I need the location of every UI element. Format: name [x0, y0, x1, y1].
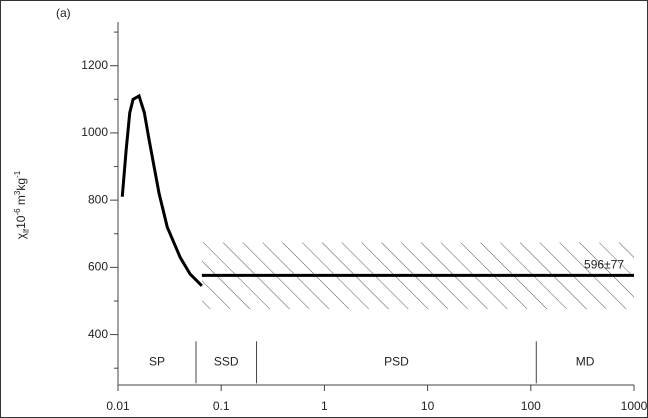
y-axis-label-part: m	[14, 195, 28, 208]
x-tick-label: 100	[521, 399, 541, 413]
y-axis-label-part: 3	[13, 190, 22, 195]
x-tick-label: 10	[421, 399, 435, 413]
data-line	[120, 93, 203, 287]
y-axis-label-part: -1	[13, 170, 22, 178]
y-tick-label: 800	[88, 192, 108, 206]
y-axis-label-part: kg	[14, 178, 28, 191]
y-axis-label-part: χ	[14, 232, 28, 239]
y-tick-label: 400	[88, 327, 108, 341]
x-tick-label: 0.01	[106, 399, 130, 413]
y-axis-label-part: lf	[22, 228, 31, 233]
region-label: PSD	[384, 354, 409, 368]
y-axis-label-part: -6	[13, 208, 22, 216]
annotation: 596±77	[584, 258, 624, 272]
y-tick-label: 1000	[81, 125, 108, 139]
y-axis-label: χlf10-6 m3kg-1	[13, 170, 31, 239]
y-tick-label: 1200	[81, 58, 108, 72]
x-tick-label: 0.1	[213, 399, 230, 413]
region-label: SP	[149, 354, 165, 368]
panel-label: (a)	[56, 6, 71, 20]
x-tick-label: 1000	[621, 399, 648, 413]
region-label: MD	[576, 354, 595, 368]
region-label: SSD	[214, 354, 239, 368]
y-tick-label: 600	[88, 260, 108, 274]
y-axis-label-part: 10	[14, 215, 28, 229]
x-tick-label: 1	[321, 399, 328, 413]
